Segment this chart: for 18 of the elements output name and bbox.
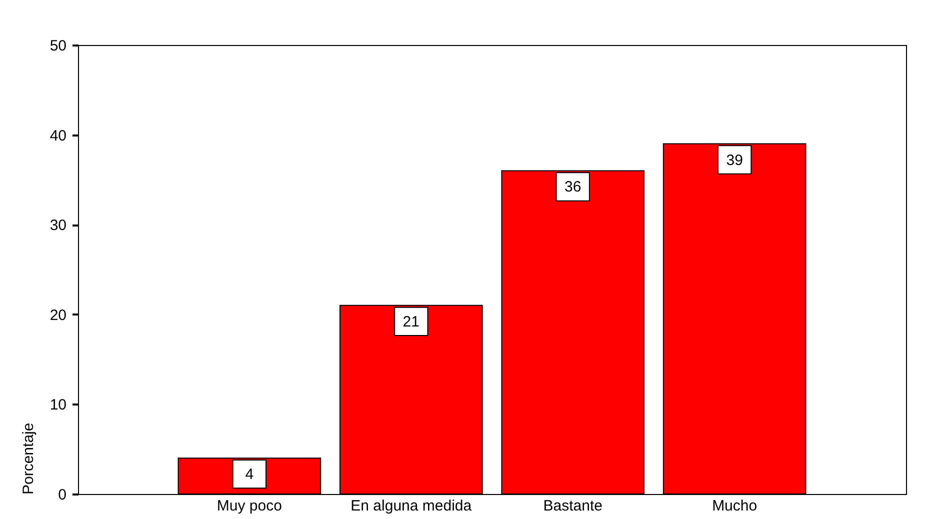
y-tick-label: 10: [50, 396, 66, 414]
bar: [662, 143, 806, 494]
x-tick-label: Bastante: [543, 498, 602, 514]
x-tick-label: Muy poco: [216, 498, 282, 514]
bar: [501, 170, 645, 494]
data-label: 36: [564, 178, 582, 196]
data-label: 4: [245, 466, 254, 484]
bar: [339, 304, 483, 494]
y-tick-label: 50: [50, 38, 66, 54]
y-tick-label: 20: [50, 306, 66, 324]
data-label: 39: [726, 152, 743, 169]
y-tick-label: 30: [50, 217, 66, 234]
y-axis-title: Porcentaje: [20, 422, 37, 494]
x-tick-label: En alguna medida: [350, 498, 472, 514]
y-tick-label: 0: [58, 486, 66, 504]
y-tick-label: 40: [50, 127, 66, 144]
data-label: 21: [402, 313, 420, 330]
x-tick-label: Mucho: [712, 498, 758, 514]
